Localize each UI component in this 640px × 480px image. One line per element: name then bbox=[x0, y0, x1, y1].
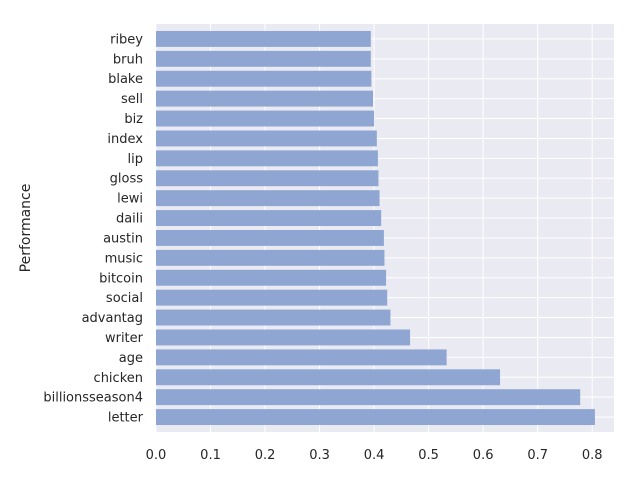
x-tick-label: 0.3 bbox=[309, 448, 330, 463]
y-tick-labels: letter billionsseason4 chicken age writer adv… bbox=[43, 32, 143, 425]
y-tick-label: chicken bbox=[94, 371, 143, 386]
y-tick-label: social bbox=[106, 291, 143, 306]
bar-advantag bbox=[156, 309, 391, 326]
x-tick-label: 0.4 bbox=[364, 448, 385, 463]
bar-chicken bbox=[156, 369, 501, 386]
y-tick-label: writer bbox=[105, 331, 144, 346]
y-tick-label: biz bbox=[124, 112, 143, 127]
y-tick-label: music bbox=[105, 251, 143, 266]
y-tick-label: gloss bbox=[110, 172, 144, 187]
y-tick-label: letter bbox=[108, 411, 144, 426]
y-tick-label: advantag bbox=[82, 311, 143, 326]
bar-billionsseason4 bbox=[156, 389, 581, 406]
y-tick-label: lewi bbox=[117, 192, 143, 207]
y-tick-label: blake bbox=[108, 72, 143, 87]
bars bbox=[156, 30, 595, 426]
bar-lip bbox=[156, 150, 378, 167]
bar-ribey bbox=[156, 30, 371, 47]
y-tick-label: age bbox=[119, 351, 143, 366]
x-tick-label: 0.2 bbox=[255, 448, 276, 463]
x-tick-label: 0.6 bbox=[473, 448, 494, 463]
x-tick-label: 0.7 bbox=[527, 448, 548, 463]
x-tick-label: 0.8 bbox=[582, 448, 603, 463]
bar-blake bbox=[156, 70, 372, 87]
bar-bruh bbox=[156, 50, 371, 67]
bar-daili bbox=[156, 210, 382, 227]
bar-bitcoin bbox=[156, 269, 387, 286]
bar-gloss bbox=[156, 170, 379, 187]
bar-age bbox=[156, 349, 447, 366]
y-tick-label: daili bbox=[116, 212, 143, 227]
x-tick-label: 0.5 bbox=[418, 448, 439, 463]
y-tick-label: sell bbox=[121, 92, 143, 107]
bar-lewi bbox=[156, 190, 380, 207]
x-tick-labels: 0.0 0.1 0.2 0.3 0.4 0.5 0.6 0.7 0.8 bbox=[146, 448, 603, 463]
y-tick-label: index bbox=[107, 132, 143, 147]
bar-austin bbox=[156, 229, 384, 246]
bar-biz bbox=[156, 110, 375, 127]
y-tick-label: lip bbox=[128, 152, 143, 167]
bar-index bbox=[156, 130, 377, 147]
y-tick-label: austin bbox=[103, 231, 143, 246]
y-tick-label: bruh bbox=[113, 52, 143, 67]
y-axis-label: Performance bbox=[18, 184, 34, 273]
bar-letter bbox=[156, 409, 595, 426]
bar-sell bbox=[156, 90, 374, 107]
y-tick-label: bitcoin bbox=[99, 271, 143, 286]
bar-writer bbox=[156, 329, 411, 346]
bar-music bbox=[156, 249, 385, 266]
x-tick-label: 0.0 bbox=[146, 448, 167, 463]
y-tick-label: ribey bbox=[110, 32, 143, 47]
bar-social bbox=[156, 289, 388, 306]
x-tick-label: 0.1 bbox=[200, 448, 221, 463]
y-tick-label: billionsseason4 bbox=[43, 391, 143, 406]
